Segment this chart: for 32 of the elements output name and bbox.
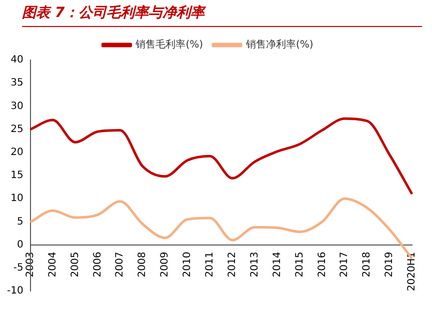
- y-tick-label: 30: [10, 100, 24, 112]
- x-tick-label: 2016: [316, 252, 328, 278]
- legend-label: 销售毛利率(%): [134, 38, 204, 51]
- y-tick-label: 20: [10, 146, 24, 158]
- y-tick-label: 40: [10, 54, 24, 66]
- x-tick-label: 2018: [362, 252, 373, 278]
- x-tick-label: 2019: [384, 252, 396, 278]
- y-tick-label: 25: [10, 124, 24, 135]
- y-tick-label: 15: [10, 170, 24, 182]
- x-tick-label: 2009: [160, 252, 171, 278]
- x-tick-label: 2007: [114, 252, 126, 278]
- x-tick-label: 2005: [70, 252, 81, 278]
- legend-label: 销售净利率(%): [245, 38, 314, 51]
- y-tick-label: 35: [10, 78, 24, 89]
- x-tick-label: 2004: [47, 252, 58, 278]
- x-tick-label: 2013: [249, 252, 260, 278]
- x-tick-label: 2014: [272, 252, 283, 278]
- y-tick-label: 0: [16, 239, 24, 250]
- chart-title: 图表 7：公司毛利率与净利率: [22, 4, 205, 22]
- x-tick-label: 2015: [294, 252, 306, 278]
- y-tick-label: -5: [13, 262, 24, 274]
- x-tick-label: 2012: [226, 252, 238, 278]
- x-tick-label: 2017: [339, 252, 350, 278]
- x-tick-label: 2008: [137, 252, 148, 278]
- x-tick-label: 2020H1: [406, 252, 418, 292]
- x-tick-label: 2006: [92, 252, 104, 278]
- x-tick-label: 2011: [204, 252, 216, 278]
- y-tick-label: 5: [16, 216, 24, 228]
- y-tick-label: 10: [10, 193, 24, 204]
- x-tick-label: 2010: [182, 252, 194, 278]
- y-tick-label: -10: [6, 286, 24, 297]
- line-series: [29, 117, 414, 196]
